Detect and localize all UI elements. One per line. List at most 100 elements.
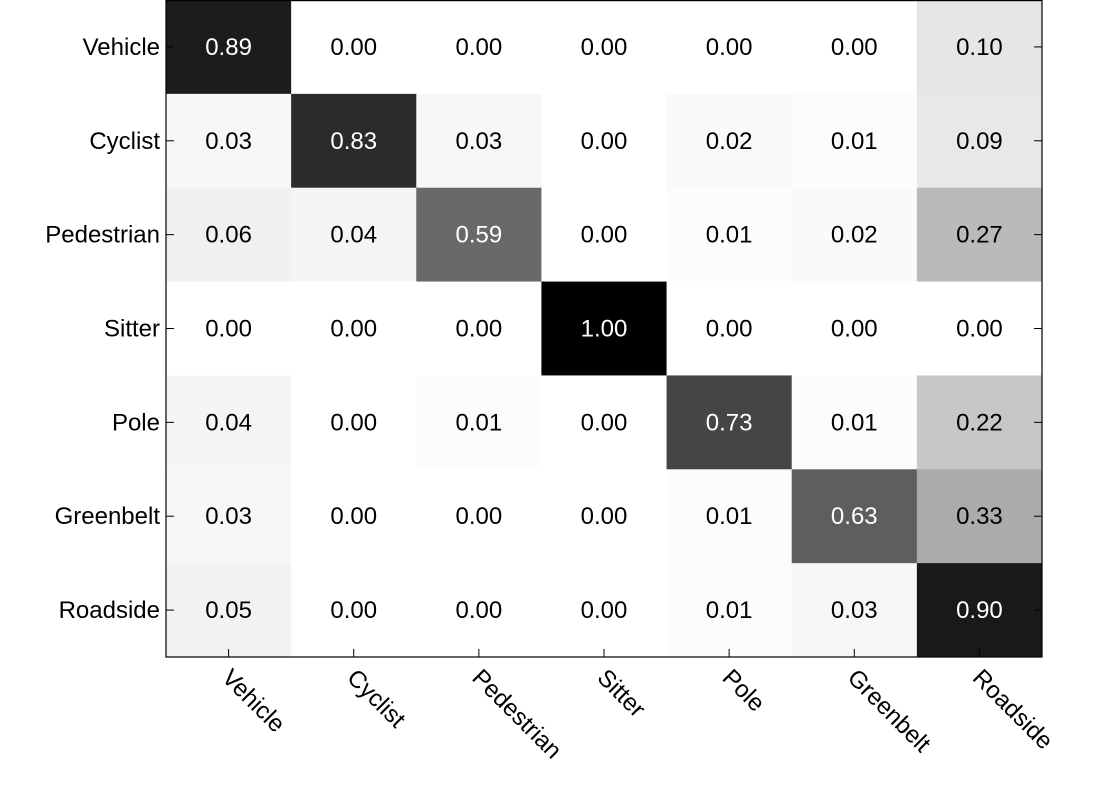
row-label-greenbelt: Greenbelt: [55, 503, 161, 530]
cell-greenbelt-greenbelt: [791, 469, 918, 564]
cell-value-label: 0.73: [706, 409, 753, 436]
cell-value-label: 0.22: [956, 409, 1003, 436]
cell-pedestrian-pedestrian: [416, 187, 542, 283]
row-label-pedestrian: Pedestrian: [45, 222, 160, 249]
cell-value-label: 0.01: [706, 222, 753, 249]
col-label-cyclist: Cyclist: [341, 664, 410, 733]
axis-ticks: [166, 46, 1042, 657]
cell-vehicle-roadside: [916, 0, 1043, 95]
cell-pole-sitter: [541, 375, 668, 470]
cell-greenbelt-cyclist: [291, 469, 417, 564]
cell-pedestrian-sitter: [541, 187, 668, 283]
cell-pole-greenbelt: [791, 375, 918, 470]
cell-value-label: 0.04: [205, 409, 252, 436]
cell-pedestrian-roadside: [916, 187, 1043, 283]
row-label-vehicle: Vehicle: [83, 34, 160, 61]
cell-value-label: 0.01: [706, 503, 753, 530]
row-label-roadside: Roadside: [59, 597, 160, 624]
y-axis-tick-labels: Vehicle Cyclist Pedestrian Sitter Pole Greenb…: [45, 34, 160, 624]
cell-value-label: 0.00: [455, 597, 502, 624]
cell-value-label: 0.01: [831, 409, 878, 436]
cell-value-label: 0.00: [581, 503, 628, 530]
cell-value-label: 0.00: [330, 597, 377, 624]
cell-value-label: 0.05: [205, 597, 252, 624]
cell-value-label: 0.00: [455, 34, 502, 61]
cell-cyclist-cyclist: [291, 93, 417, 189]
cell-value-label: 0.04: [330, 222, 377, 249]
cell-vehicle-cyclist: [291, 0, 417, 95]
cell-value-label: 0.00: [581, 409, 628, 436]
cell-value-label: 0.00: [831, 34, 878, 61]
cell-value-label: 0.00: [330, 409, 377, 436]
cell-value-label: 0.01: [706, 597, 753, 624]
cell-sitter-cyclist: [291, 281, 417, 376]
cell-value-label: 0.00: [581, 222, 628, 249]
cell-value-label: 0.03: [205, 503, 252, 530]
cell-pole-pedestrian: [416, 375, 542, 470]
heatmap-value-labels: 0.89 0.00 0.00 0.00 0.00 0.00 0.10 0.03 0.83 0.03…: [205, 34, 1003, 624]
cell-roadside-vehicle: [166, 563, 292, 658]
cell-sitter-sitter: [541, 281, 668, 376]
col-label-roadside: Roadside: [967, 664, 1058, 755]
cell-value-label: 0.03: [455, 128, 502, 155]
cell-value-label: 0.00: [581, 34, 628, 61]
cell-pole-cyclist: [291, 375, 417, 470]
cell-value-label: 0.03: [205, 128, 252, 155]
cell-vehicle-greenbelt: [791, 0, 918, 95]
cell-vehicle-vehicle: [166, 0, 292, 95]
cell-sitter-pole: [666, 281, 793, 376]
cell-pedestrian-pole: [666, 187, 793, 283]
cell-cyclist-pole: [666, 93, 793, 189]
cell-pedestrian-vehicle: [166, 187, 292, 283]
cell-value-label: 0.00: [330, 503, 377, 530]
cell-sitter-vehicle: [166, 281, 292, 376]
cell-value-label: 0.01: [455, 409, 502, 436]
cell-cyclist-pedestrian: [416, 93, 542, 189]
cell-roadside-pole: [666, 563, 793, 658]
cell-value-label: 0.00: [455, 316, 502, 343]
row-label-sitter: Sitter: [104, 316, 160, 343]
cell-value-label: 0.83: [330, 128, 377, 155]
cell-value-label: 0.03: [831, 597, 878, 624]
cell-sitter-roadside: [916, 281, 1043, 376]
heatmap-cells: [166, 0, 1043, 658]
cell-pole-pole: [666, 375, 793, 470]
col-label-pole: Pole: [717, 664, 770, 717]
cell-value-label: 1.00: [581, 316, 628, 343]
cell-value-label: 0.00: [831, 316, 878, 343]
cell-roadside-pedestrian: [416, 563, 542, 658]
cell-pole-roadside: [916, 375, 1043, 470]
cell-value-label: 0.02: [706, 128, 753, 155]
row-label-pole: Pole: [112, 409, 160, 436]
cell-sitter-greenbelt: [791, 281, 918, 376]
row-label-cyclist: Cyclist: [89, 128, 160, 155]
cell-value-label: 0.00: [330, 316, 377, 343]
cell-pole-vehicle: [166, 375, 292, 470]
cell-value-label: 0.00: [581, 128, 628, 155]
cell-roadside-roadside: [916, 563, 1043, 658]
cell-roadside-cyclist: [291, 563, 417, 658]
cell-value-label: 0.63: [831, 503, 878, 530]
cell-roadside-sitter: [541, 563, 668, 658]
cell-value-label: 0.90: [956, 597, 1003, 624]
cell-cyclist-sitter: [541, 93, 668, 189]
cell-value-label: 0.00: [706, 316, 753, 343]
cell-value-label: 0.59: [455, 222, 502, 249]
cell-value-label: 0.00: [581, 597, 628, 624]
cell-cyclist-roadside: [916, 93, 1043, 189]
cell-value-label: 0.01: [831, 128, 878, 155]
cell-value-label: 0.27: [956, 222, 1003, 249]
cell-vehicle-sitter: [541, 0, 668, 95]
cell-greenbelt-vehicle: [166, 469, 292, 564]
cell-cyclist-greenbelt: [791, 93, 918, 189]
cell-greenbelt-sitter: [541, 469, 668, 564]
cell-sitter-pedestrian: [416, 281, 542, 376]
cell-roadside-greenbelt: [791, 563, 918, 658]
col-label-sitter: Sitter: [592, 664, 651, 723]
col-label-vehicle: Vehicle: [216, 664, 290, 738]
cell-pedestrian-greenbelt: [791, 187, 918, 283]
col-label-greenbelt: Greenbelt: [842, 664, 936, 758]
cell-vehicle-pole: [666, 0, 793, 95]
cell-value-label: 0.00: [455, 503, 502, 530]
